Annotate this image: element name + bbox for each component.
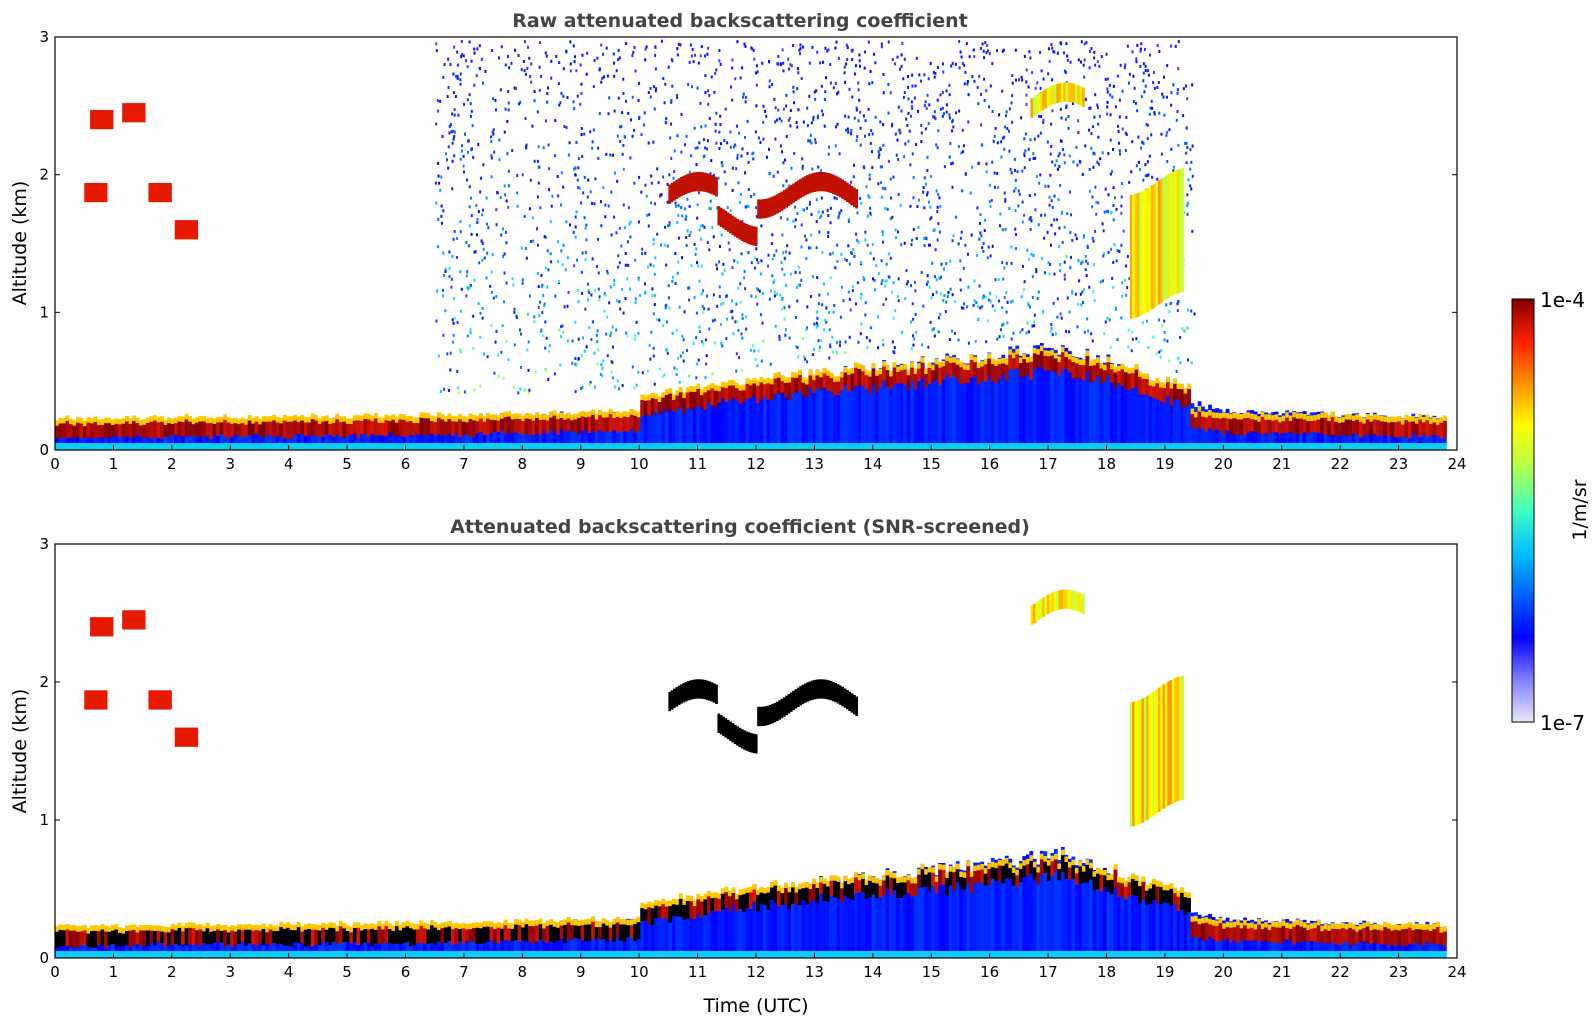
x-tick-label: 23 <box>1389 455 1408 473</box>
x-tick-label: 3 <box>225 455 235 473</box>
x-tick-label: 14 <box>863 455 882 473</box>
x-tick-label: 1 <box>109 455 119 473</box>
x-tick-label: 16 <box>980 963 999 981</box>
colorbar: 1e-4 1e-7 1/m/sr <box>1511 288 1591 735</box>
x-tick-label: 13 <box>805 963 824 981</box>
colorbar-gradient <box>1511 298 1535 723</box>
x-tick-label: 19 <box>1155 963 1174 981</box>
x-tick-label: 5 <box>342 963 352 981</box>
y-tick-label: 3 <box>39 28 49 46</box>
x-tick-label: 9 <box>576 455 586 473</box>
x-tick-label: 15 <box>922 455 941 473</box>
x-tick-label: 2 <box>167 963 177 981</box>
x-tick-label: 8 <box>518 455 528 473</box>
panel1-y-ticks: 0 1 2 3 <box>39 28 1457 459</box>
y-tick-label: 0 <box>39 441 49 459</box>
x-tick-label: 21 <box>1272 455 1291 473</box>
snr-screened-panel: Attenuated backscattering coefficient (S… <box>9 516 1467 1017</box>
x-tick-label: 0 <box>50 455 60 473</box>
x-tick-label: 18 <box>1097 455 1116 473</box>
x-tick-label: 3 <box>225 963 235 981</box>
x-tick-label: 14 <box>863 963 882 981</box>
x-tick-label: 18 <box>1097 963 1116 981</box>
x-tick-label: 9 <box>576 963 586 981</box>
y-tick-label: 2 <box>39 673 49 691</box>
x-tick-label: 6 <box>401 455 411 473</box>
panel1-title: Raw attenuated backscattering coefficien… <box>512 10 968 32</box>
x-tick-label: 12 <box>746 455 765 473</box>
x-tick-label: 13 <box>805 455 824 473</box>
y-tick-label: 0 <box>39 949 49 967</box>
colorbar-max-label: 1e-4 <box>1540 288 1585 312</box>
x-tick-label: 20 <box>1214 455 1233 473</box>
x-tick-label: 0 <box>50 963 60 981</box>
panel2-y-label: Altitude (km) <box>9 689 31 814</box>
panel2-y-ticks: 0 1 2 3 <box>39 535 1457 967</box>
raw-heatmap <box>55 39 1447 450</box>
x-tick-label: 10 <box>630 455 649 473</box>
x-tick-label: 11 <box>688 963 707 981</box>
x-tick-label: 8 <box>518 963 528 981</box>
panel2-x-ticks: 0 1 2 3 4 5 6 7 8 9 10 11 12 13 14 15 16 17 18 19 20 21 22 23 24 <box>50 953 1467 981</box>
panel1-y-label: Altitude (km) <box>9 181 31 306</box>
x-tick-label: 19 <box>1155 455 1174 473</box>
y-tick-label: 3 <box>39 535 49 553</box>
raw-backscatter-panel: Raw attenuated backscattering coefficien… <box>9 10 1467 473</box>
x-tick-label: 24 <box>1447 455 1466 473</box>
x-tick-label: 20 <box>1214 963 1233 981</box>
x-tick-label: 15 <box>922 963 941 981</box>
x-tick-label: 5 <box>342 455 352 473</box>
y-tick-label: 1 <box>39 811 49 829</box>
panel1-x-ticks: 0 1 2 3 4 5 6 7 8 9 10 11 12 13 14 15 16 17 18 19 20 21 22 23 24 <box>50 445 1467 473</box>
x-tick-label: 21 <box>1272 963 1291 981</box>
x-tick-label: 17 <box>1039 455 1058 473</box>
panel2-title: Attenuated backscattering coefficient (S… <box>450 516 1030 538</box>
x-tick-label: 17 <box>1039 963 1058 981</box>
x-tick-label: 6 <box>401 963 411 981</box>
x-tick-label: 4 <box>284 455 294 473</box>
x-tick-label: 2 <box>167 455 177 473</box>
screened-heatmap <box>55 589 1447 958</box>
x-tick-label: 16 <box>980 455 999 473</box>
x-tick-label: 1 <box>109 963 119 981</box>
x-tick-label: 4 <box>284 963 294 981</box>
x-tick-label: 7 <box>459 963 469 981</box>
colorbar-unit-label: 1/m/sr <box>1569 479 1591 540</box>
x-tick-label: 10 <box>630 963 649 981</box>
x-tick-label: 22 <box>1331 455 1350 473</box>
x-tick-label: 12 <box>746 963 765 981</box>
y-tick-label: 2 <box>39 166 49 184</box>
colorbar-min-label: 1e-7 <box>1540 711 1585 735</box>
x-tick-label: 22 <box>1331 963 1350 981</box>
x-tick-label: 24 <box>1447 963 1466 981</box>
y-tick-label: 1 <box>39 303 49 321</box>
x-tick-label: 23 <box>1389 963 1408 981</box>
x-tick-label: 11 <box>688 455 707 473</box>
x-axis-label: Time (UTC) <box>702 995 808 1017</box>
x-tick-label: 7 <box>459 455 469 473</box>
